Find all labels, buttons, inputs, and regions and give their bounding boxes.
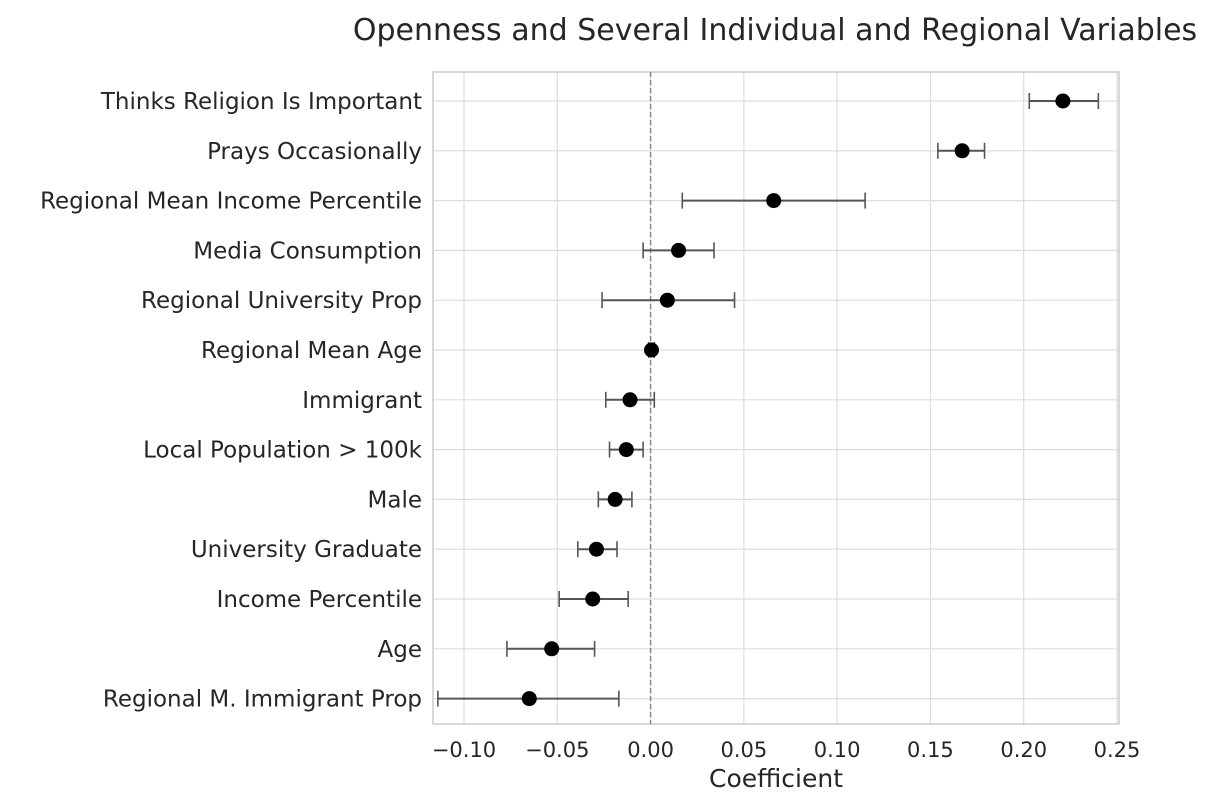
y-tick-label: Regional M. Immigrant Prop	[103, 687, 422, 713]
y-tick-label: Prays Occasionally	[207, 139, 422, 165]
y-tick-label: Regional Mean Age	[201, 338, 422, 364]
y-tick-label: Age	[378, 637, 422, 663]
x-axis-label: Coefficient	[709, 764, 843, 793]
coefficient-point	[618, 442, 634, 458]
x-tick-label: 0.05	[720, 738, 767, 762]
y-tick-label: University Graduate	[191, 537, 422, 563]
y-tick-label: Immigrant	[302, 388, 422, 414]
y-tick-label: Income Percentile	[217, 587, 422, 613]
coefficient-point	[521, 691, 537, 707]
x-tick-label: 0.20	[1000, 738, 1047, 762]
y-tick-label: Regional University Prop	[141, 288, 422, 314]
x-tick-labels: −0.10 −0.05 0.00 0.05 0.10 0.15 0.20 0.25	[432, 738, 1141, 762]
coefficient-point	[659, 292, 675, 308]
y-tick-label: Regional Mean Income Percentile	[40, 189, 422, 215]
y-tick-labels: Thinks Religion Is Important Prays Occasi…	[40, 89, 423, 713]
x-tick-label: 0.00	[627, 738, 674, 762]
chart-title: Openness and Several Individual and Regi…	[353, 13, 1197, 48]
x-tick-label: 0.10	[814, 738, 861, 762]
coefficient-point	[622, 392, 638, 408]
x-tick-label: 0.25	[1094, 738, 1141, 762]
coefficient-point	[607, 491, 623, 507]
y-tick-label: Local Population > 100k	[143, 438, 423, 464]
plot-frame	[432, 71, 1120, 725]
x-tick-label: 0.15	[907, 738, 954, 762]
y-tick-label: Thinks Religion Is Important	[100, 89, 422, 115]
y-tick-label: Media Consumption	[193, 238, 422, 264]
coefficient-point	[954, 143, 970, 159]
coefficient-point	[766, 193, 782, 209]
marks-layer	[437, 93, 1100, 707]
coefficient-point	[585, 591, 601, 607]
coefficient-point	[544, 641, 560, 657]
grid-layer	[433, 72, 1119, 724]
coefficient-point	[671, 242, 687, 258]
coefficient-point	[644, 342, 660, 358]
coefficient-point	[588, 541, 604, 557]
coefficient-point	[1055, 93, 1071, 109]
x-tick-label: −0.10	[432, 738, 496, 762]
y-tick-label: Male	[368, 487, 422, 513]
x-tick-label: −0.05	[525, 738, 589, 762]
